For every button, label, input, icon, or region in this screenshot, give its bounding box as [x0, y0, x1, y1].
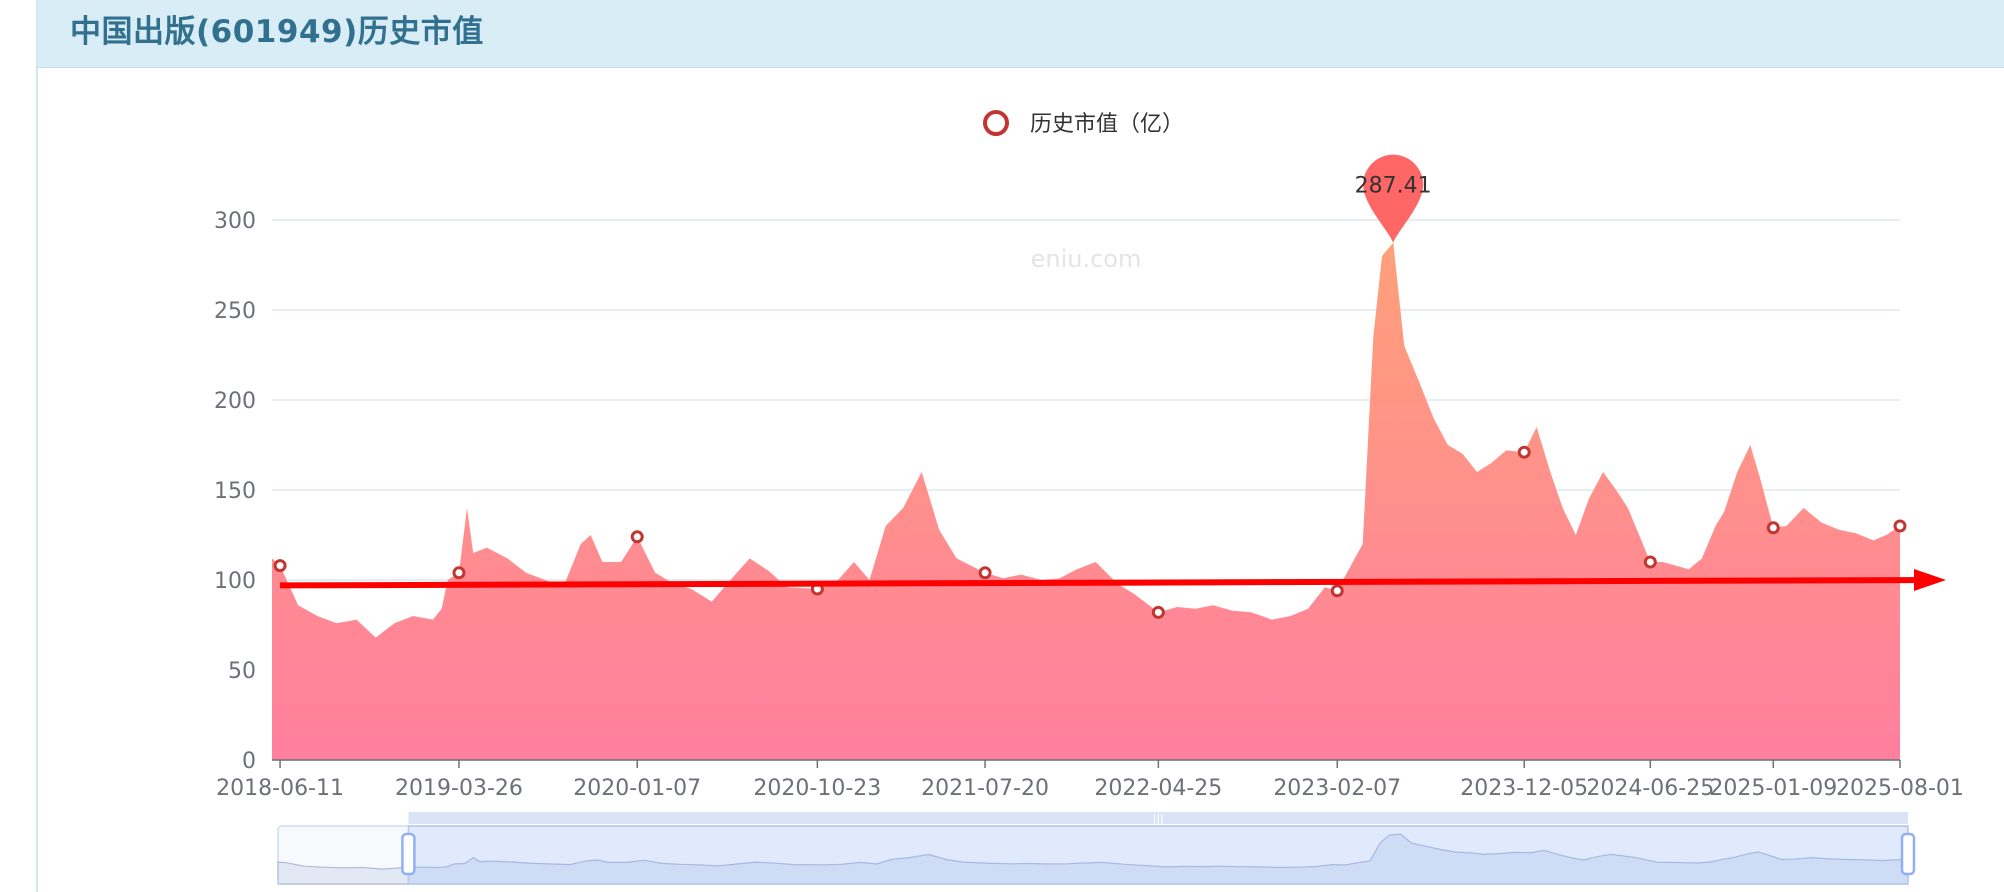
- trend-arrow-head: [1914, 569, 1946, 591]
- zoom-grip-icon: |||: [1153, 812, 1164, 825]
- data-marker: [1517, 445, 1531, 459]
- x-tick-label: 2025-08-01: [1836, 776, 1964, 801]
- trend-arrow: [280, 569, 1946, 591]
- data-marker: [630, 530, 644, 544]
- legend-marker-icon: [983, 110, 1009, 136]
- x-axis: 2018-06-11 2019-03-26 2020-01-07 2020-10-23…: [216, 759, 1964, 801]
- data-marker: [1893, 519, 1907, 533]
- data-marker: [1766, 521, 1780, 535]
- zoom-handle-left[interactable]: [401, 832, 416, 876]
- y-axis: 0 50 100 150 200 250 300: [214, 209, 256, 774]
- y-tick-label: 0: [242, 749, 256, 774]
- x-tick-label: 2023-12-05: [1460, 776, 1588, 801]
- data-zoom-slider[interactable]: |||: [277, 812, 1916, 885]
- max-value-label: 287.41: [1355, 174, 1432, 199]
- panel-header: 中国出版(601949)历史市值: [38, 0, 2004, 68]
- zoom-selection: [407, 825, 1909, 885]
- y-tick-label: 100: [214, 569, 256, 594]
- x-tick-label: 2023-02-07: [1273, 776, 1401, 801]
- market-cap-area: [272, 242, 1900, 760]
- data-marker: [452, 566, 466, 580]
- x-tick-label: 2021-07-20: [921, 776, 1049, 801]
- data-marker: [1151, 605, 1165, 619]
- y-tick-label: 200: [214, 389, 256, 414]
- x-tick-label: 2018-06-11: [216, 776, 344, 801]
- data-marker: [1643, 555, 1657, 569]
- page-title: 中国出版(601949)历史市值: [70, 14, 484, 50]
- x-tick-label: 2020-10-23: [753, 776, 881, 801]
- data-marker: [978, 566, 992, 580]
- x-tick-label: 2020-01-07: [573, 776, 701, 801]
- zoom-handle-right[interactable]: [1900, 832, 1916, 876]
- x-tick-label: 2025-01-09: [1709, 776, 1837, 801]
- max-pin-shape: [1363, 154, 1424, 243]
- x-tick-label: 2024-06-25: [1586, 776, 1714, 801]
- left-margin-strip: [0, 0, 36, 892]
- y-tick-label: 300: [214, 209, 256, 234]
- max-value-pin: 287.41: [1355, 154, 1432, 243]
- zoom-move-bar: [408, 812, 1908, 824]
- data-marker: [273, 559, 287, 573]
- legend[interactable]: 历史市值（亿）: [983, 110, 1184, 137]
- y-tick-label: 50: [228, 659, 256, 684]
- x-tick-label: 2022-04-25: [1094, 776, 1222, 801]
- trend-line: [280, 577, 1935, 589]
- y-tick-label: 150: [214, 479, 256, 504]
- data-marker: [1330, 584, 1344, 598]
- legend-label: 历史市值（亿）: [1030, 112, 1184, 137]
- zoom-preview-area: [277, 833, 1909, 885]
- watermark: eniu.com: [1031, 245, 1142, 273]
- data-markers: [273, 445, 1907, 619]
- y-tick-label: 250: [214, 299, 256, 324]
- x-tick-label: 2019-03-26: [395, 776, 523, 801]
